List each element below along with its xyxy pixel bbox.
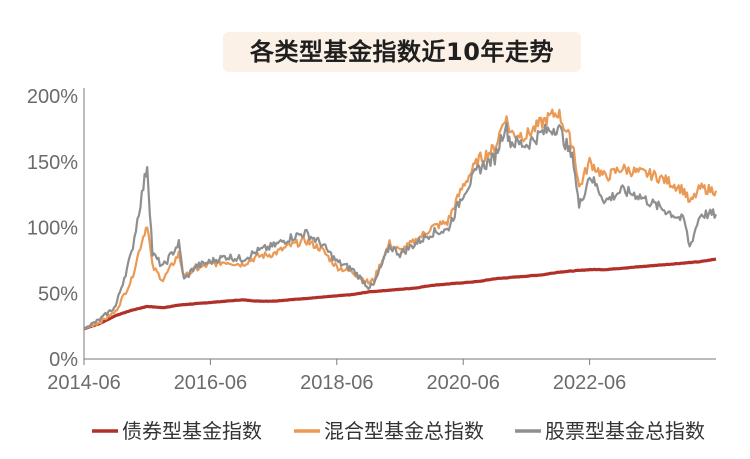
y-tick-label: 150% — [27, 152, 78, 174]
series-line-3 — [83, 121, 718, 330]
series-line-1 — [83, 257, 717, 331]
chart-title: 各类型基金指数近10年走势 — [250, 38, 554, 66]
y-tick-label: 100% — [27, 218, 78, 240]
chart-title-background — [223, 32, 581, 72]
legend-label-1: 债券型基金指数 — [122, 420, 262, 443]
y-tick-label: 50% — [38, 283, 78, 305]
x-tick-label: 2014-06 — [47, 372, 120, 394]
series-line-2 — [83, 108, 718, 330]
x-tick-label: 2016-06 — [174, 372, 247, 394]
x-tick-label: 2018-06 — [300, 372, 373, 394]
legend-label-2: 混合型基金总指数 — [324, 420, 484, 443]
y-tick-label: 200% — [27, 86, 78, 108]
legend-label-3: 股票型基金总指数 — [545, 420, 705, 443]
y-tick-label: 0% — [49, 349, 78, 371]
x-tick-label: 2020-06 — [426, 372, 499, 394]
x-tick-label: 2022-06 — [553, 372, 626, 394]
